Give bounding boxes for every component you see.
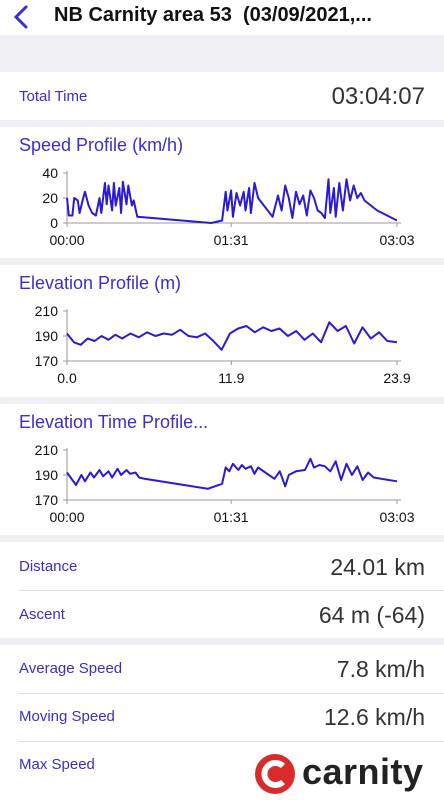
watermark-logo [255,754,295,794]
chart-card: Elevation Time Profile... 170 190 210 00:00 0… [0,404,444,535]
row-label: Distance [19,558,78,575]
row-value: 7.8 km/h [336,656,425,682]
y-tick-label: 210 [35,303,59,319]
row-label: Total Time [19,88,88,105]
chart-card: Elevation Profile (m) 170 190 210 0.0 11.9 23.… [0,265,444,397]
nav-title: NB Carnity area 53 (03/09/2021,... [54,4,372,26]
row-value: 64 m (-64) [318,602,425,628]
x-tick-label: 03:03 [379,509,414,525]
watermark: carnity [248,745,444,800]
data-line [66,321,398,351]
separator [19,693,444,694]
chart-title: Elevation Profile (m) [19,273,181,293]
row-label: Ascent [19,606,65,623]
y-tick-label: 20 [42,190,58,206]
y-tick-label: 210 [35,442,59,458]
data-line [66,178,398,224]
x-tick-label: 01:31 [214,232,249,248]
y-tick-label: 170 [35,353,59,369]
row-value: 12.6 km/h [324,704,425,730]
x-tick-label: 23.9 [383,370,410,386]
stats-group: Distance 24.01 km Ascent 64 m (-64) [0,542,444,638]
y-tick-label: 190 [35,467,59,483]
y-tick-label: 40 [42,165,58,181]
y-tick-label: 0 [50,215,58,231]
chart-title: Speed Profile (km/h) [19,135,183,155]
y-tick-label: 170 [35,492,59,508]
x-tick-label: 0.0 [57,370,77,386]
chart-card: Speed Profile (km/h) 0 20 40 00:00 01:31 03:03 [0,127,444,258]
row-value: 24.01 km [330,554,425,580]
x-tick-label: 01:31 [214,509,249,525]
y-tick-label: 190 [35,328,59,344]
chart: Elevation Time Profile... 170 190 210 00:00 0… [19,412,415,525]
data-line [66,457,398,490]
back-button[interactable] [10,4,32,30]
separator [19,741,444,742]
chart-title: Elevation Time Profile... [19,412,208,432]
total-time-row: Total Time 03:04:07 [0,72,444,120]
row-label: Average Speed [19,660,123,677]
watermark-text: carnity [302,751,424,792]
x-tick-label: 00:00 [49,232,84,248]
x-tick-label: 03:03 [379,232,414,248]
chart: Speed Profile (km/h) 0 20 40 00:00 01:31 03:03 [19,135,415,248]
row-value: 03:04:07 [331,83,425,110]
row-label: Moving Speed [19,708,115,725]
chart: Elevation Profile (m) 170 190 210 0.0 11.9 23.… [19,273,411,386]
row-label: Max Speed [19,756,95,773]
x-tick-label: 00:00 [49,509,84,525]
separator [19,590,444,591]
x-tick-label: 11.9 [218,370,244,386]
nav-bar: NB Carnity area 53 (03/09/2021,... [0,0,444,35]
